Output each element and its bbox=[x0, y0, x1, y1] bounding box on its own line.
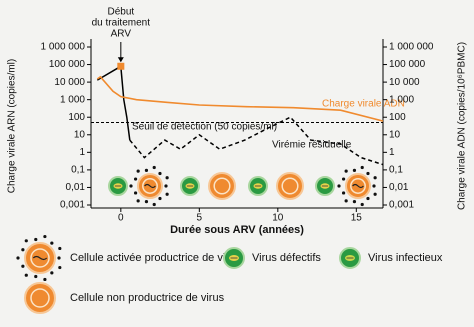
y-tick-label: 1 000 bbox=[60, 94, 85, 105]
virus-dot bbox=[352, 168, 357, 173]
legend-label: Cellule activée productrice de virus bbox=[70, 252, 241, 264]
virus-dot bbox=[372, 184, 376, 188]
x-tick-label: 15 bbox=[351, 213, 363, 224]
virus-dot bbox=[360, 165, 364, 170]
y-tick-label: 10 bbox=[389, 129, 401, 140]
series-line bbox=[129, 116, 384, 166]
provirus bbox=[352, 183, 364, 189]
virus-dot bbox=[16, 256, 20, 260]
virus-dot bbox=[373, 192, 377, 196]
virus-dot bbox=[21, 248, 25, 252]
provirus bbox=[32, 255, 48, 261]
series-line bbox=[96, 65, 131, 141]
threshold-label: Seuil de détection (50 copies/ml) bbox=[132, 122, 277, 133]
x-tick-label: 10 bbox=[272, 213, 284, 224]
virus-dot bbox=[144, 168, 149, 173]
virus-dot bbox=[34, 274, 38, 279]
virus-dot bbox=[50, 241, 54, 245]
y-tick-label: 1 bbox=[79, 147, 85, 158]
legend-label: Cellule non productrice de virus bbox=[70, 292, 225, 304]
cell-nucleus bbox=[213, 177, 231, 195]
virus-dot bbox=[133, 191, 138, 195]
x-tick-label: 5 bbox=[197, 213, 203, 224]
y-tick-label: 0,1 bbox=[389, 165, 403, 176]
virus-dot bbox=[43, 234, 47, 239]
x-tick-label: 0 bbox=[118, 213, 124, 224]
virus-dot bbox=[57, 256, 61, 260]
legend-label: Virus défectifs bbox=[252, 252, 321, 264]
y2-axis-label: Charge virale ADN (copies/10⁶PBMC) bbox=[457, 42, 468, 210]
virus-dot bbox=[136, 169, 140, 173]
y-tick-label: 10 000 bbox=[389, 77, 420, 88]
virus-dot bbox=[366, 171, 370, 176]
virus-dot bbox=[165, 192, 169, 196]
virus-dot bbox=[129, 184, 133, 188]
y-tick-label: 10 bbox=[74, 129, 86, 140]
virus-dot bbox=[21, 264, 25, 268]
virus-dot bbox=[344, 199, 348, 203]
y-tick-label: 100 bbox=[68, 112, 85, 123]
y-tick-label: 0,01 bbox=[66, 182, 86, 193]
virus-dot bbox=[152, 165, 156, 170]
legend-label: Virus infectieux bbox=[368, 252, 443, 264]
virus-dot bbox=[158, 196, 162, 201]
virus-dot bbox=[337, 184, 341, 188]
virus-dot bbox=[133, 177, 138, 181]
virus-dot bbox=[352, 199, 357, 204]
virus-dot bbox=[341, 191, 346, 195]
y-tick-label: 1 000 000 bbox=[389, 42, 434, 53]
virus-dot bbox=[373, 176, 377, 180]
y-tick-label: 100 000 bbox=[49, 59, 86, 70]
y-axis-label: Charge virale ARN (copies/ml) bbox=[7, 59, 18, 194]
virus-dot bbox=[58, 265, 62, 270]
dna-label: Charge virale ADN bbox=[322, 99, 405, 110]
series-line bbox=[96, 75, 384, 122]
y-tick-label: 0,01 bbox=[389, 182, 409, 193]
cell-nucleus bbox=[281, 177, 299, 195]
y-tick-label: 0,001 bbox=[60, 200, 85, 211]
virus-dot bbox=[341, 177, 346, 181]
virus-dot bbox=[164, 184, 168, 188]
virus-dot bbox=[50, 271, 54, 275]
provirus bbox=[144, 183, 156, 189]
virus-dot bbox=[144, 199, 149, 204]
virus-dot bbox=[366, 196, 370, 201]
virus-dot bbox=[24, 239, 28, 243]
virus-dot bbox=[165, 176, 169, 180]
annotation: ARV bbox=[111, 29, 132, 40]
virus-dot bbox=[152, 202, 156, 207]
y-tick-label: 0,1 bbox=[71, 165, 85, 176]
residual-label: Virémie résiduelle bbox=[272, 140, 352, 151]
cell-nucleus bbox=[30, 288, 50, 308]
y-tick-label: 1 000 bbox=[389, 94, 414, 105]
virus-dot bbox=[136, 199, 140, 203]
arrow-head bbox=[117, 57, 124, 63]
marker bbox=[117, 62, 125, 70]
y-tick-label: 1 000 000 bbox=[41, 42, 86, 53]
y-tick-label: 10 000 bbox=[54, 77, 85, 88]
virus-dot bbox=[43, 277, 47, 282]
annotation: du traitement bbox=[92, 18, 151, 29]
y-tick-label: 1 bbox=[389, 147, 395, 158]
x-axis-label: Durée sous ARV (années) bbox=[170, 224, 304, 236]
virus-dot bbox=[360, 202, 364, 207]
virus-dot bbox=[34, 237, 38, 242]
virus-dot bbox=[158, 171, 162, 176]
annotation: Début bbox=[107, 7, 134, 18]
y-tick-label: 100 000 bbox=[389, 59, 426, 70]
y-tick-label: 0,001 bbox=[389, 200, 414, 211]
virus-dot bbox=[344, 169, 348, 173]
virus-dot bbox=[24, 273, 28, 277]
y-tick-label: 100 bbox=[389, 112, 406, 123]
virus-dot bbox=[58, 246, 62, 251]
